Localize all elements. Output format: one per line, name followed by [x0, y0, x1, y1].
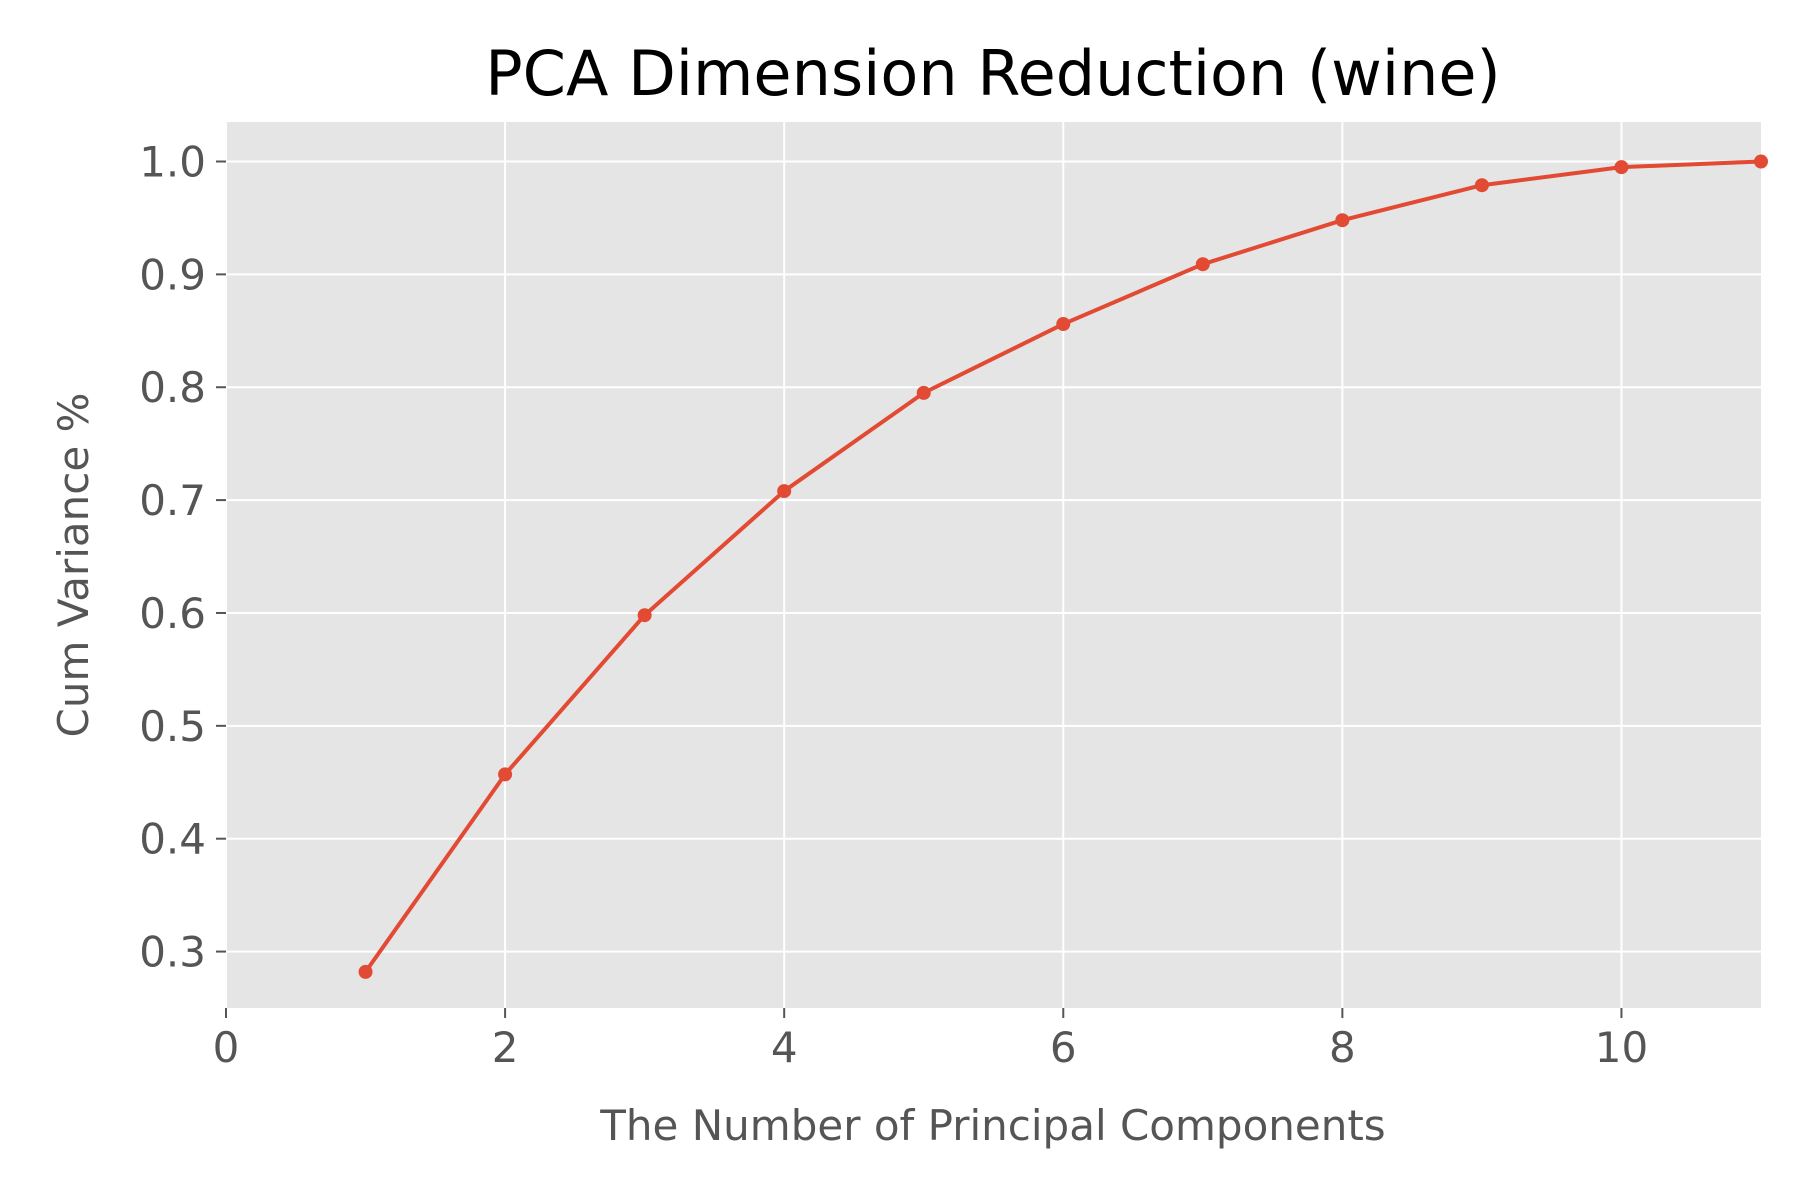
x-tick-label: 10	[1595, 1023, 1648, 1072]
y-tick-label: 0.5	[139, 702, 206, 751]
y-tick-label: 0.9	[139, 250, 206, 299]
y-axis-label: Cum Variance %	[49, 393, 98, 738]
y-tick-label: 0.3	[139, 928, 206, 977]
data-point	[498, 767, 513, 782]
x-tick-label: 2	[492, 1023, 519, 1072]
x-tick-label: 4	[771, 1023, 798, 1072]
x-axis-label: The Number of Principal Components	[599, 1101, 1385, 1150]
x-tick-label: 6	[1050, 1023, 1077, 1072]
data-point	[1335, 213, 1350, 228]
data-point	[1195, 257, 1210, 272]
data-point	[777, 484, 792, 499]
data-point	[637, 608, 652, 623]
grid	[225, 122, 1761, 1008]
data-point	[916, 385, 931, 400]
y-tick-label: 0.6	[139, 589, 206, 638]
chart-title: PCA Dimension Reduction (wine)	[485, 37, 1500, 110]
data-point	[1754, 154, 1768, 169]
y-tick-label: 0.4	[139, 815, 206, 864]
y-tick-label: 0.8	[139, 363, 206, 412]
x-tick-label: 8	[1329, 1023, 1356, 1072]
plot-area	[226, 122, 1761, 1008]
axis-ticks: 0 2 4 6 8 10 0.3 0.4 0.5 0.6 0.7 0.8 0.9 1.0	[139, 138, 1648, 1072]
series-layer	[358, 154, 1768, 979]
x-tick-label: 0	[213, 1023, 240, 1072]
data-point	[358, 964, 373, 979]
data-point	[1614, 160, 1629, 175]
y-tick-label: 0.7	[139, 476, 206, 525]
data-point	[1056, 317, 1071, 332]
y-tick-label: 1.0	[139, 138, 206, 187]
data-point	[1474, 178, 1489, 193]
